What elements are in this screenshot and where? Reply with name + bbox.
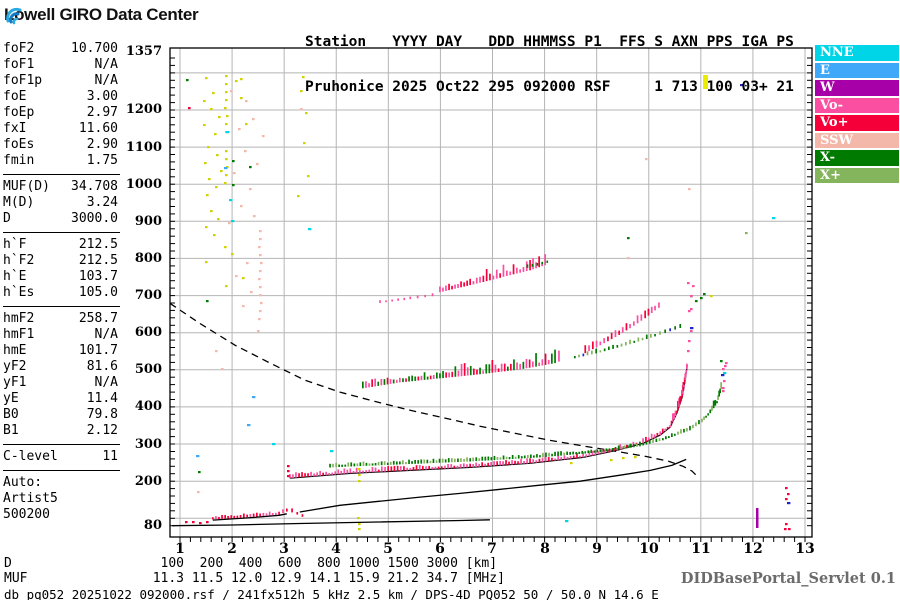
ionogram-readout-panel: foF2 10.700 foF1 N/A foF1p N/A foE 3.00 foEp 2.97… [3, 41, 120, 523]
echo-direction-legend: NNE E W Vo- Vo+ SSW X- X+ [815, 45, 899, 185]
y-axis-tick-label: 1000 [125, 177, 162, 192]
giro-logo: Lowell GIRO Data Center [4, 5, 199, 25]
y-axis-tick-label: 900 [134, 214, 162, 229]
autoscaling-info-line: Artist5 [3, 491, 58, 506]
readout-divider [3, 174, 120, 175]
muf-values-row: MUF 11.3 11.5 12.0 12.9 14.1 15.9 21.2 3… [4, 571, 505, 586]
readout-divider [3, 306, 120, 307]
y-axis-tick-label: 1357 [125, 44, 162, 59]
x-axis-tick-label: 7 [487, 541, 497, 557]
readout-row-hf2: h`F2 212.5 [3, 253, 118, 268]
readout-row-fof1: foF1 N/A [3, 57, 118, 72]
x-axis-tick-label: 13 [795, 541, 815, 557]
measurement-status-row: db pq052 20251022 092000.rsf / 241fx512h… [4, 587, 659, 600]
legend-item-w: W [815, 80, 899, 96]
readout-divider [3, 444, 120, 445]
readout-row-yf2: yF2 81.6 [3, 359, 118, 374]
autoscaling-info-line: 500200 [3, 507, 50, 522]
y-axis-tick-label: 1100 [125, 140, 162, 155]
x-axis-tick-label: 9 [592, 541, 602, 557]
readout-row-fmin: fmin 1.75 [3, 153, 118, 168]
readout-row-b0: B0 79.8 [3, 407, 118, 422]
x-axis-tick-label: 2 [227, 541, 237, 557]
readout-row-foe: foE 3.00 [3, 89, 118, 104]
station-header-values: Pruhonice 2025 Oct22 295 092000 RSF 1 71… [305, 79, 794, 95]
y-axis-tick-label: 200 [134, 474, 162, 489]
y-axis-tick-label: 300 [134, 437, 162, 452]
autoscaling-info-line: Auto: [3, 475, 43, 490]
readout-row-ye: yE 11.4 [3, 391, 118, 406]
x-axis-tick-label: 4 [331, 541, 341, 557]
legend-item-vo: Vo+ [815, 115, 899, 131]
y-axis-tick-label: 500 [134, 362, 162, 377]
legend-item-x: X+ [815, 167, 899, 183]
legend-item-e: E [815, 62, 899, 78]
readout-row-md: M(D) 3.24 [3, 195, 118, 210]
y-axis-tick-label: 600 [134, 325, 162, 340]
readout-row-hme: hmE 101.7 [3, 343, 118, 358]
readout-row-clevel: C-level 11 [3, 449, 118, 464]
readout-row-d: D 3000.0 [3, 211, 118, 226]
readout-row-hmf2: hmF2 258.7 [3, 311, 118, 326]
readout-row-mufd: MUF(D) 34.708 [3, 179, 118, 194]
y-axis-tick-label: 800 [134, 251, 162, 266]
y-axis-tick-label: 400 [134, 399, 162, 414]
y-axis-tick-label: 1200 [125, 102, 162, 117]
muf-distance-row: D 100 200 400 600 800 1000 1500 3000 [km… [4, 556, 498, 571]
station-header-columns: Station YYYY DAY DDD HHMMSS P1 FFS S AXN… [305, 34, 794, 50]
y-axis-tick-label: 700 [134, 288, 162, 303]
readout-row-foep: foEp 2.97 [3, 105, 118, 120]
x-axis-tick-label: 8 [540, 541, 550, 557]
x-axis-tick-label: 1 [175, 541, 185, 557]
x-axis-tick-label: 11 [691, 541, 711, 557]
legend-item-x: X- [815, 150, 899, 166]
y-axis-tick-label: 80 [143, 518, 162, 533]
readout-row-hmf1: hmF1 N/A [3, 327, 118, 342]
x-axis-tick-label: 3 [279, 541, 289, 557]
legend-item-nne: NNE [815, 45, 899, 61]
readout-row-foes: foEs 2.90 [3, 137, 118, 152]
giro-wave-icon [6, 7, 22, 25]
readout-row-hes: h`Es 105.0 [3, 285, 118, 300]
x-axis-tick-label: 6 [435, 541, 445, 557]
legend-item-vo: Vo- [815, 97, 899, 113]
readout-row-fof2: foF2 10.700 [3, 41, 118, 56]
page-title: Lowell GIRO Data Center [4, 5, 199, 24]
readout-row-fof1p: foF1p N/A [3, 73, 118, 88]
readout-row-yf1: yF1 N/A [3, 375, 118, 390]
readout-divider [3, 470, 120, 471]
readout-row-b1: B1 2.12 [3, 423, 118, 438]
x-axis-tick-label: 12 [743, 541, 763, 557]
x-axis-tick-label: 10 [639, 541, 659, 557]
readout-row-fxi: fxI 11.60 [3, 121, 118, 136]
servlet-version-label: DIDBasePortal_Servlet 0.1 [680, 570, 896, 587]
legend-item-ssw: SSW [815, 132, 899, 148]
readout-row-he: h`E 103.7 [3, 269, 118, 284]
x-axis-tick-label: 5 [383, 541, 393, 557]
readout-row-hf: h`F 212.5 [3, 237, 118, 252]
readout-divider [3, 232, 120, 233]
station-header: Station YYYY DAY DDD HHMMSS P1 FFS S AXN… [305, 5, 794, 125]
